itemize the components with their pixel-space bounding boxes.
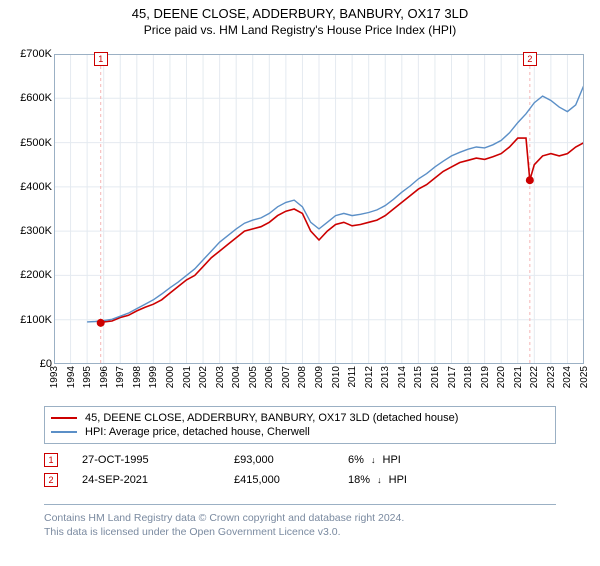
x-tick-label: 2024 [562, 366, 573, 388]
x-tick-label: 2019 [480, 366, 491, 388]
x-tick-label: 2012 [364, 366, 375, 388]
y-tick-label: £300K [20, 225, 52, 237]
x-tick-label: 2022 [529, 366, 540, 388]
y-tick-label: £700K [20, 48, 52, 60]
x-tick-label: 2015 [413, 366, 424, 388]
x-tick-label: 2010 [331, 366, 342, 388]
x-tick-label: 2023 [546, 366, 557, 388]
x-tick-label: 2018 [463, 366, 474, 388]
plot-area [54, 54, 584, 364]
series-legend: 45, DEENE CLOSE, ADDERBURY, BANBURY, OX1… [44, 406, 556, 444]
y-tick-label: £100K [20, 314, 52, 326]
transaction-date: 24-SEP-2021 [82, 474, 210, 486]
x-tick-label: 2005 [248, 366, 259, 388]
chart-subtitle: Price paid vs. HM Land Registry's House … [0, 23, 600, 37]
transaction-price: £415,000 [234, 474, 324, 486]
x-tick-label: 1996 [99, 366, 110, 388]
y-tick-label: £200K [20, 269, 52, 281]
chart-marker-label: 1 [94, 52, 108, 66]
transactions-legend: 1 27-OCT-1995 £93,000 6% ↓ HPI 2 24-SEP-… [44, 450, 556, 490]
down-arrow-icon: ↓ [377, 475, 382, 485]
transaction-row: 1 27-OCT-1995 £93,000 6% ↓ HPI [44, 450, 556, 470]
legend-swatch [51, 431, 77, 433]
legend-label: 45, DEENE CLOSE, ADDERBURY, BANBURY, OX1… [85, 412, 458, 424]
x-tick-label: 2013 [380, 366, 391, 388]
marker-box-icon: 1 [44, 453, 58, 467]
x-tick-label: 2007 [281, 366, 292, 388]
legend-swatch [51, 417, 77, 419]
legend-row: HPI: Average price, detached house, Cher… [51, 425, 549, 439]
legend-row: 45, DEENE CLOSE, ADDERBURY, BANBURY, OX1… [51, 411, 549, 425]
transaction-price: £93,000 [234, 454, 324, 466]
x-tick-label: 2001 [182, 366, 193, 388]
x-tick-label: 2008 [297, 366, 308, 388]
y-tick-label: £600K [20, 92, 52, 104]
x-tick-label: 2025 [579, 366, 590, 388]
marker-box-icon: 2 [44, 473, 58, 487]
x-tick-label: 2002 [198, 366, 209, 388]
chart-title: 45, DEENE CLOSE, ADDERBURY, BANBURY, OX1… [0, 6, 600, 21]
x-tick-label: 1994 [66, 366, 77, 388]
x-tick-label: 2016 [430, 366, 441, 388]
footer-attribution: Contains HM Land Registry data © Crown c… [44, 512, 556, 539]
x-tick-label: 2014 [397, 366, 408, 388]
x-tick-label: 2011 [347, 366, 358, 388]
legend-label: HPI: Average price, detached house, Cher… [85, 426, 310, 438]
x-tick-label: 2006 [264, 366, 275, 388]
footer-line: Contains HM Land Registry data © Crown c… [44, 512, 556, 526]
x-tick-label: 2020 [496, 366, 507, 388]
y-tick-label: £400K [20, 181, 52, 193]
transaction-date: 27-OCT-1995 [82, 454, 210, 466]
x-tick-label: 2021 [513, 366, 524, 388]
y-tick-label: £500K [20, 137, 52, 149]
x-tick-label: 1999 [148, 366, 159, 388]
x-tick-label: 1993 [49, 366, 60, 388]
transaction-row: 2 24-SEP-2021 £415,000 18% ↓ HPI [44, 470, 556, 490]
x-tick-label: 2004 [231, 366, 242, 388]
down-arrow-icon: ↓ [371, 455, 376, 465]
x-tick-label: 2003 [215, 366, 226, 388]
x-tick-label: 1995 [82, 366, 93, 388]
x-tick-label: 2009 [314, 366, 325, 388]
x-tick-label: 2000 [165, 366, 176, 388]
x-tick-label: 2017 [447, 366, 458, 388]
transaction-pct: 6% ↓ HPI [348, 454, 401, 466]
divider [44, 504, 556, 505]
x-tick-label: 1998 [132, 366, 143, 388]
x-tick-label: 1997 [115, 366, 126, 388]
footer-line: This data is licensed under the Open Gov… [44, 526, 556, 540]
chart-container: £0£100K£200K£300K£400K£500K£600K£700K 19… [0, 50, 600, 400]
transaction-pct: 18% ↓ HPI [348, 474, 407, 486]
chart-marker-label: 2 [523, 52, 537, 66]
